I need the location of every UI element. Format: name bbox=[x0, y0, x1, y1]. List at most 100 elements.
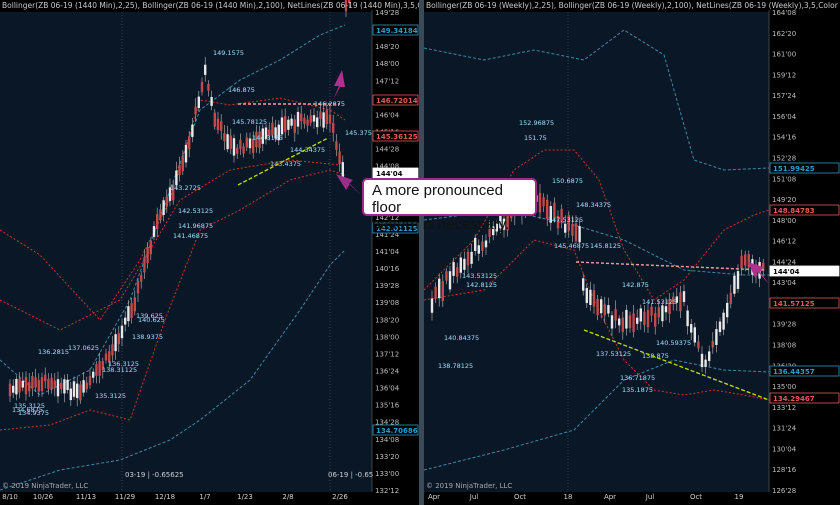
chart-price-label: 138.78125 bbox=[438, 362, 473, 370]
candle-body bbox=[693, 327, 696, 343]
candle-body bbox=[188, 136, 191, 150]
candle-body bbox=[12, 385, 15, 393]
candle-body bbox=[101, 361, 104, 371]
candle-body bbox=[143, 257, 146, 273]
y-tick-label: 131'24 bbox=[772, 425, 797, 433]
y-tick-label: 133'12 bbox=[772, 404, 796, 412]
y-tick-label: 148'00 bbox=[772, 217, 796, 225]
candle-body bbox=[37, 380, 40, 392]
trend-line bbox=[237, 137, 329, 186]
right-copyright: © 2019 NinjaTrader, LLC bbox=[426, 482, 513, 490]
candle-body bbox=[571, 223, 574, 236]
candle-body bbox=[600, 299, 603, 314]
candle-body bbox=[463, 258, 466, 270]
chart-price-label: 143.4375 bbox=[270, 160, 301, 168]
candle-body bbox=[488, 227, 491, 237]
price-flag-label: 146.72014 bbox=[376, 97, 418, 105]
y-tick-label: 136'24 bbox=[375, 368, 400, 376]
candle-body bbox=[178, 165, 181, 175]
price-flag bbox=[372, 424, 419, 436]
candle-body bbox=[98, 361, 101, 376]
candle-body bbox=[44, 374, 47, 382]
candle-body bbox=[628, 315, 632, 328]
candle-body bbox=[348, 0, 351, 3]
callout-line-1: A more pronounced floor bbox=[372, 182, 503, 216]
candle-body bbox=[82, 380, 85, 393]
candle-body bbox=[459, 257, 462, 273]
panel-separator[interactable] bbox=[419, 0, 424, 505]
price-flag bbox=[769, 265, 840, 277]
x-tick-label: 11/13 bbox=[76, 493, 96, 501]
chart-price-label: 141.53125 bbox=[642, 298, 677, 306]
chart-price-label: 143.53125 bbox=[462, 272, 497, 280]
y-tick-label: 133'20 bbox=[375, 453, 399, 461]
chart-price-label: 137.53125 bbox=[596, 350, 631, 358]
candle-body bbox=[271, 122, 274, 135]
candle-body bbox=[470, 251, 473, 264]
y-tick-label: 157'24 bbox=[772, 92, 797, 100]
price-flag bbox=[372, 222, 419, 234]
y-tick-label: 162'20 bbox=[772, 30, 796, 38]
candle-body bbox=[213, 112, 216, 127]
candle-body bbox=[448, 271, 452, 290]
y-tick-label: 148'20 bbox=[375, 43, 399, 51]
candle-body bbox=[120, 325, 124, 339]
y-tick-label: 139'08 bbox=[375, 299, 399, 307]
candle-body bbox=[92, 371, 95, 378]
candle-body bbox=[502, 218, 506, 230]
x-tick-label: Jul bbox=[469, 493, 479, 501]
candle-body bbox=[216, 118, 220, 131]
candle-body bbox=[72, 381, 76, 397]
y-tick-label: 138'00 bbox=[375, 333, 399, 341]
candle-body bbox=[303, 117, 306, 124]
candle-body bbox=[646, 310, 650, 328]
candle-body bbox=[284, 116, 287, 132]
candle-body bbox=[223, 133, 226, 142]
candle-body bbox=[441, 281, 444, 302]
candle-body bbox=[697, 341, 700, 349]
price-flag-label: 142.01125 bbox=[376, 225, 418, 233]
candle-body bbox=[341, 162, 344, 178]
candle-body bbox=[162, 200, 165, 216]
candle-body bbox=[585, 288, 588, 304]
chart-price-label: 145.375 bbox=[345, 129, 372, 137]
candle-body bbox=[168, 187, 172, 201]
y-tick-label: 146'04 bbox=[375, 111, 400, 119]
right-chart-panel: 164'08 162'20 161'00 159'12 157'24 156'04 154'… bbox=[424, 0, 840, 505]
candle-body bbox=[477, 245, 480, 254]
candle-body bbox=[274, 127, 277, 139]
candle-body bbox=[344, 0, 348, 12]
chart-price-label: 138.875 bbox=[642, 352, 669, 360]
x-tick-label: 8/10 bbox=[2, 493, 18, 501]
candle-body bbox=[277, 124, 280, 141]
candle-body bbox=[711, 340, 714, 348]
candle-body bbox=[481, 241, 484, 252]
price-flag-label: 148.84783 bbox=[773, 207, 815, 215]
left-footer-right: 06-19 | -0.65 bbox=[328, 471, 374, 479]
candle-body bbox=[578, 226, 581, 243]
trend-line bbox=[575, 261, 765, 271]
bollinger-band bbox=[0, 249, 346, 491]
candle-body bbox=[40, 377, 44, 391]
pointer-arrow-icon bbox=[333, 70, 345, 100]
candle-body bbox=[466, 251, 470, 266]
candle-body bbox=[538, 192, 542, 213]
price-flag bbox=[769, 204, 840, 216]
candle-body bbox=[639, 308, 642, 322]
candle-body bbox=[197, 96, 200, 109]
price-flag-label: 136.44357 bbox=[773, 368, 815, 376]
candle-body bbox=[255, 131, 258, 148]
y-tick-label: 140'16 bbox=[375, 265, 400, 273]
candle-body bbox=[165, 196, 168, 207]
candle-body bbox=[66, 379, 69, 391]
candle-body bbox=[625, 309, 628, 329]
candle-body bbox=[319, 111, 322, 119]
x-tick-label: 10/26 bbox=[33, 493, 54, 501]
candle-body bbox=[675, 296, 678, 303]
candle-body bbox=[133, 297, 136, 312]
chart-price-label: 142.8125 bbox=[466, 281, 497, 289]
candle-body bbox=[654, 313, 657, 327]
y-tick-label: 141'24 bbox=[375, 231, 400, 239]
candle-body bbox=[245, 137, 248, 148]
candle-body bbox=[596, 299, 599, 316]
